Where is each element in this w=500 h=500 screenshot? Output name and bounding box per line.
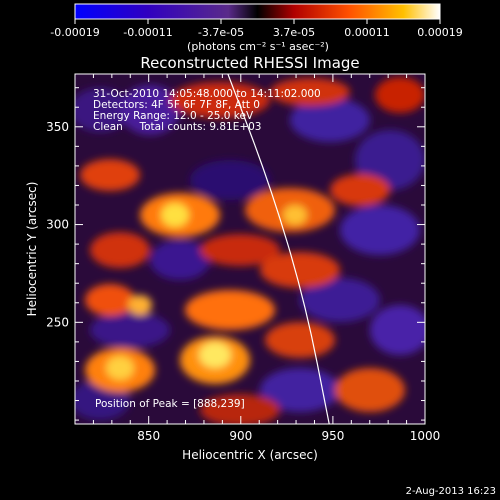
x-tick-label: 950 (321, 429, 344, 443)
annotation-time: 31-Oct-2010 14:05:48.000 to 14:11:02.000 (93, 88, 321, 100)
colorbar: -0.00019 -0.00011 -3.7e-05 3.7e-05 0.000… (50, 3, 463, 53)
colorbar-tick-label: -0.00011 (123, 26, 172, 39)
x-tick-label: 900 (229, 429, 252, 443)
plot-frame (74, 73, 426, 425)
annotation-energy: Energy Range: 12.0 - 25.0 keV (93, 110, 254, 122)
colorbar-tick-label: -3.7e-05 (198, 26, 244, 39)
annotation-clean: Clean Total counts: 9.81E+03 (93, 121, 262, 133)
y-tick-label: 300 (46, 218, 69, 232)
colorbar-tick-label: 0.00019 (417, 26, 463, 39)
y-tick-label: 250 (46, 315, 69, 329)
chart-title: Reconstructed RHESSI Image (140, 54, 359, 72)
footer-date: 2-Aug-2013 16:23 (406, 486, 496, 497)
annotation-detectors: Detectors: 4F 5F 6F 7F 8F, Att 0 (93, 99, 260, 111)
colorbar-units: (photons cm⁻² s⁻¹ asec⁻²) (187, 40, 329, 53)
colorbar-gradient (74, 3, 441, 20)
colorbar-tick-label: 3.7e-05 (273, 26, 315, 39)
colorbar-tick-label: 0.00011 (344, 26, 390, 39)
solar-limb-curve (227, 74, 330, 424)
x-axis-label: Heliocentric X (arcsec) (182, 448, 318, 462)
heatmap-image (75, 74, 425, 424)
axis-ticks: 850 900 950 1000 250 300 350 (46, 74, 440, 443)
y-axis-label: Heliocentric Y (arcsec) (25, 182, 39, 317)
x-tick-label: 1000 (410, 429, 441, 443)
x-tick-label: 850 (137, 429, 160, 443)
colorbar-tick-label: -0.00019 (50, 26, 99, 39)
annotation-peak: Position of Peak = [888,239] (95, 398, 245, 410)
y-tick-label: 350 (46, 120, 69, 134)
